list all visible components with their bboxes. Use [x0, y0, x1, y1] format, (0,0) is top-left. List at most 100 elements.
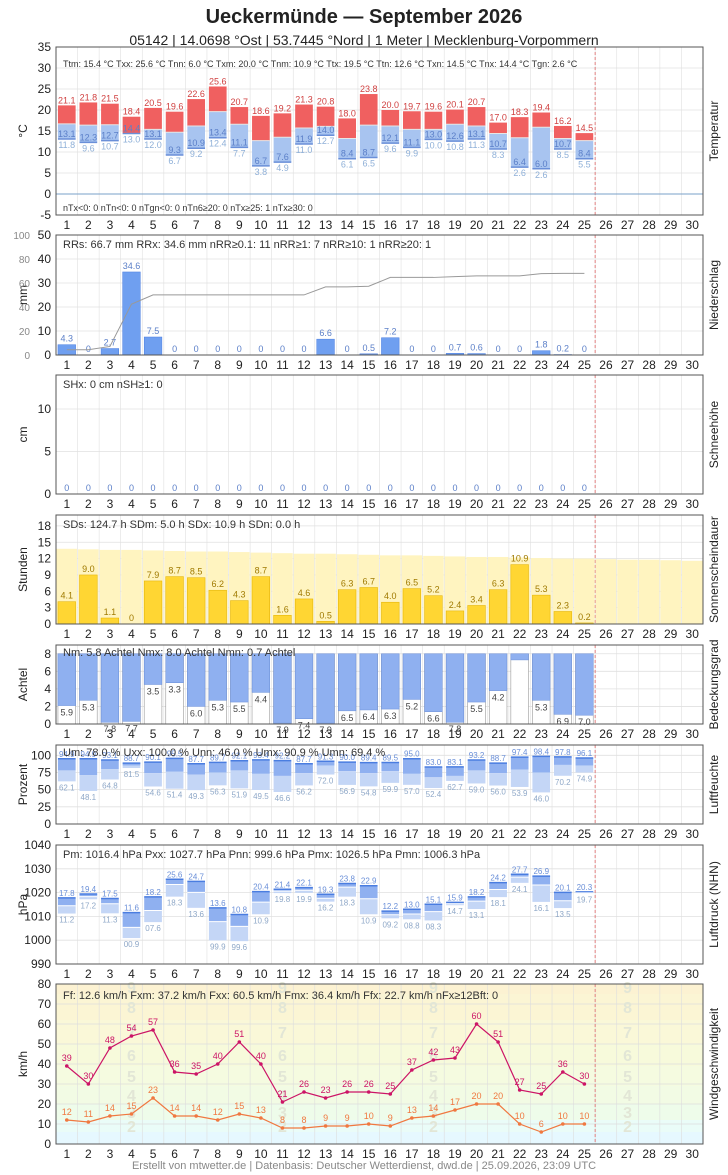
humidity-upper-bar: [553, 756, 572, 765]
y2-tick-label: 20: [19, 327, 31, 338]
cloud-label: 5.5: [233, 704, 246, 714]
wind-mean-label: 17: [450, 1097, 460, 1107]
temp-min-label: 10.7: [554, 139, 572, 149]
precip-label: 0: [496, 344, 501, 354]
pressure-lower-bar: [144, 910, 162, 923]
x-tick-label: 27: [621, 727, 635, 741]
x-tick-label: 16: [384, 1147, 398, 1161]
temp-ground-label: 9.6: [82, 143, 95, 153]
x-tick-label: 7: [193, 1147, 200, 1161]
snow-label: 0: [215, 483, 220, 493]
wind-mean-label: 10: [558, 1111, 568, 1121]
wind-mean-point: [280, 1126, 285, 1130]
humidity-upper-bar: [338, 762, 356, 772]
panel-frame: [55, 744, 704, 825]
humidity-lower-bar: [230, 770, 249, 789]
sunshine-bar: [165, 576, 184, 625]
temp-max-label: 18.4: [123, 107, 141, 117]
pressure-max-label: 19.4: [81, 885, 97, 894]
wind-gust-point: [280, 1100, 285, 1104]
pressure-min-label: 24.1: [512, 885, 528, 894]
x-tick-label: 30: [686, 497, 700, 511]
cloud-label: 5.3: [535, 702, 548, 712]
wind-mean-label: 14: [170, 1103, 180, 1113]
summary-text: RRs: 66.7 mm RRx: 34.6 mm nRR≥0.1: 11 nR…: [63, 239, 431, 251]
wind-gust-label: 48: [105, 1035, 115, 1045]
temp-mean-bar: [144, 129, 162, 139]
humidity-lower-bar: [575, 765, 594, 773]
x-tick-label: 21: [491, 358, 505, 372]
panel-side-label: Luftdruck (NHN): [707, 861, 721, 948]
x-tick-label: 3: [107, 497, 114, 511]
sunshine-label: 0: [129, 613, 134, 623]
x-tick-label: 17: [405, 727, 419, 741]
y-axis-label: Prozent: [16, 763, 30, 805]
y-tick-label: 15: [38, 124, 52, 138]
precip-label: 0: [86, 344, 91, 354]
wind-mean-point: [302, 1126, 306, 1130]
x-tick-label: 25: [578, 497, 592, 511]
wind-gust-point: [517, 1088, 522, 1092]
temp-max-bar: [403, 111, 421, 130]
temp-ground-label: 7.7: [233, 148, 246, 158]
y-axis-label: cm: [16, 427, 30, 443]
wind-mean-label: 11: [84, 1109, 93, 1119]
humidity-max-label: 94.9: [59, 750, 75, 759]
humidity-lower-bar: [381, 771, 400, 783]
beaufort-label: 3: [278, 1105, 287, 1122]
sunshine-bar: [273, 615, 292, 625]
pressure-upper-bar: [252, 891, 270, 903]
sunshine-label: 6.3: [492, 579, 505, 589]
humidity-lower-bar: [489, 773, 507, 786]
humidity-upper-bar: [424, 766, 443, 778]
sunshine-bar: [79, 574, 98, 625]
x-tick-label: 28: [642, 727, 656, 741]
pressure-max-label: 11.6: [124, 904, 140, 913]
humidity-lower-bar: [187, 774, 206, 791]
pressure-max-label: 26.9: [533, 867, 549, 876]
x-tick-label: 4: [128, 497, 135, 511]
cloud-bar: [230, 653, 249, 703]
humidity-min-label: 62.7: [447, 783, 463, 792]
temp-max-bar: [57, 105, 76, 124]
cloud-label: 7.0: [578, 717, 591, 727]
snow-label: 0: [194, 483, 199, 493]
humidity-lower-bar: [510, 769, 529, 787]
humidity-lower-bar: [338, 771, 356, 785]
humidity-max-label: 89.7: [210, 753, 226, 762]
humidity-lower-bar: [144, 773, 162, 787]
precip-bar: [143, 336, 163, 356]
sunshine-label: 4.6: [298, 588, 311, 598]
temp-min-label: 8.7: [362, 147, 375, 157]
temp-max-label: 20.5: [144, 98, 162, 108]
x-tick-label: 11: [276, 358, 289, 372]
wind-mean-label: 14: [428, 1103, 438, 1113]
y-tick-label: 3: [44, 601, 51, 615]
cloud-label: 5.3: [211, 702, 224, 712]
wind-gust-point: [431, 1058, 436, 1062]
pressure-lower-bar: [424, 911, 443, 921]
temp-max-bar: [187, 99, 206, 126]
temp-max-bar: [489, 122, 507, 134]
x-tick-label: 22: [513, 497, 527, 511]
x-tick-label: 4: [128, 827, 135, 841]
x-tick-label: 16: [384, 627, 398, 641]
x-tick-label: 13: [319, 727, 333, 741]
snow-label: 0: [64, 483, 69, 493]
pressure-lower-bar: [122, 927, 141, 939]
cloud-bar: [187, 653, 206, 707]
x-tick-label: 18: [427, 497, 441, 511]
x-tick-label: 17: [405, 497, 419, 511]
pressure-min-label: 10.9: [253, 916, 269, 925]
temp-min-label: 6.4: [513, 157, 526, 167]
x-tick-label: 25: [578, 827, 592, 841]
wind-gust-label: 51: [493, 1029, 503, 1039]
precip-label: 6.6: [319, 328, 332, 338]
x-tick-label: 20: [470, 727, 484, 741]
x-tick-label: 6: [171, 497, 178, 511]
pressure-lower-bar: [316, 898, 335, 902]
x-tick-label: 6: [171, 218, 178, 232]
precip-cumulative-line: [66, 272, 585, 351]
panel-frame: [55, 234, 704, 356]
wind-mean-point: [345, 1124, 349, 1128]
